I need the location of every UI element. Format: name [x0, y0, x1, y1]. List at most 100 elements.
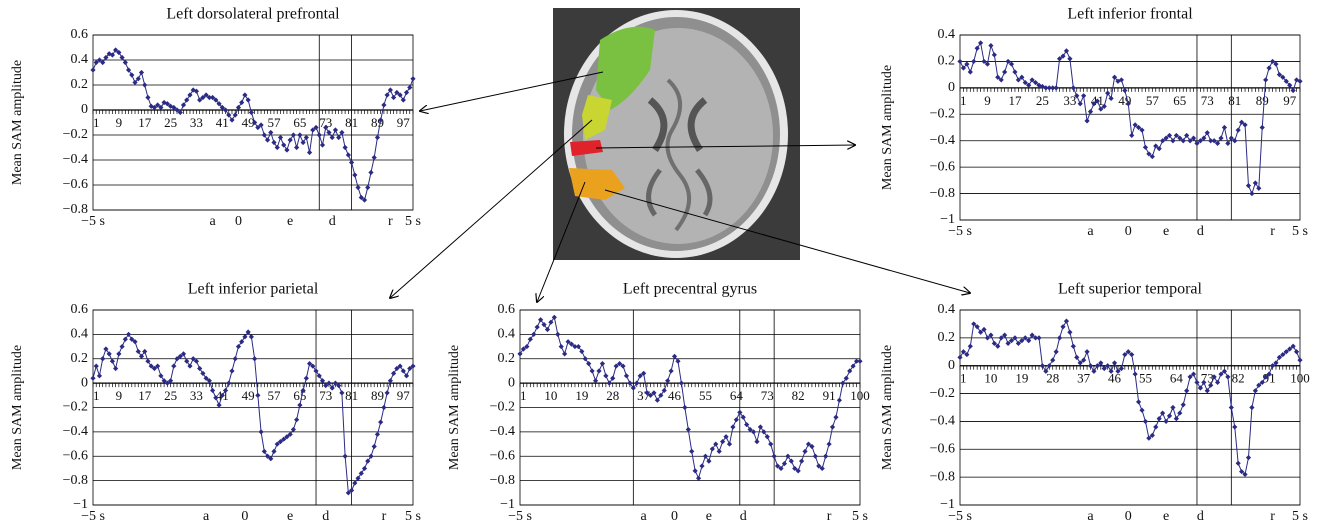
data-point — [349, 160, 354, 165]
data-point — [1064, 319, 1069, 324]
data-point — [1054, 85, 1059, 90]
data-point — [1143, 419, 1148, 424]
x-tick-label: 97 — [1283, 93, 1297, 108]
data-point — [1088, 109, 1093, 114]
y-tick-label: 0 — [948, 358, 955, 373]
data-point — [1174, 416, 1179, 421]
y-tick-label: 0.2 — [498, 351, 516, 366]
x-tick-label: 64 — [730, 388, 744, 403]
data-point — [388, 87, 393, 92]
data-point — [1143, 145, 1148, 150]
x-tick-label: 19 — [575, 388, 588, 403]
data-point — [1215, 380, 1220, 385]
data-point — [535, 324, 540, 329]
x-tick-label: 28 — [1046, 371, 1059, 386]
time-tick-label: 5 s — [405, 509, 421, 522]
x-tick-label: 41 — [216, 115, 229, 130]
data-point — [1266, 65, 1271, 70]
y-tick-label: −0.6 — [490, 448, 515, 463]
data-point — [754, 439, 759, 444]
y-tick-label: −0.8 — [930, 186, 955, 201]
y-tick-label: −0.2 — [490, 400, 515, 415]
data-point — [1133, 371, 1138, 376]
data-point — [297, 132, 302, 137]
data-point — [365, 459, 370, 464]
time-tick-label: r — [1270, 224, 1275, 239]
time-tick-label: e — [1163, 509, 1169, 522]
data-point — [665, 378, 670, 383]
data-point — [265, 137, 270, 142]
data-point — [1153, 424, 1158, 429]
data-point — [242, 334, 247, 339]
data-point — [197, 366, 202, 371]
x-tick-label: 82 — [1232, 371, 1245, 386]
data-point — [288, 137, 293, 142]
data-point — [142, 82, 147, 87]
time-tick-label: d — [740, 509, 747, 522]
data-point — [90, 376, 95, 381]
x-tick-label: 89 — [371, 388, 384, 403]
data-point — [139, 354, 144, 359]
data-point — [343, 454, 348, 459]
data-point — [1249, 191, 1254, 196]
time-tick-label: d — [322, 509, 329, 522]
data-point — [1047, 363, 1052, 368]
data-point — [275, 145, 280, 150]
data-point — [717, 449, 722, 454]
y-tick-label: 0.4 — [71, 52, 89, 67]
x-tick-label: 73 — [761, 388, 774, 403]
data-point — [624, 373, 629, 378]
y-tick-label: 0.2 — [938, 330, 956, 345]
data-point — [971, 59, 976, 64]
data-point — [339, 390, 344, 395]
data-point — [1249, 405, 1254, 410]
data-point — [375, 135, 380, 140]
data-point — [1091, 369, 1096, 374]
x-tick-label: 97 — [397, 115, 411, 130]
data-point — [281, 142, 286, 147]
data-point — [401, 368, 406, 373]
data-point — [1084, 349, 1089, 354]
time-tick-label: e — [1163, 224, 1169, 239]
data-point — [1229, 405, 1234, 410]
data-point — [1170, 138, 1175, 143]
data-point — [857, 359, 862, 364]
data-point — [1157, 416, 1162, 421]
data-point — [330, 135, 335, 140]
y-axis-label: Mean SAM amplitude — [880, 345, 895, 470]
data-point — [600, 361, 605, 366]
y-tick-label: 0.6 — [71, 27, 89, 42]
data-point — [830, 424, 835, 429]
y-tick-label: 0.2 — [938, 54, 956, 69]
data-point — [391, 95, 396, 100]
data-point — [355, 185, 360, 190]
data-point — [103, 346, 108, 351]
time-tick-label: 5 s — [405, 214, 421, 229]
data-point — [1256, 186, 1261, 191]
data-point — [826, 441, 831, 446]
data-point — [359, 471, 364, 476]
data-point — [404, 373, 409, 378]
data-point — [1181, 402, 1186, 407]
time-tick-label: d — [1197, 509, 1204, 522]
y-axis-label: Mean SAM amplitude — [447, 345, 462, 470]
time-tick-label: −5 s — [948, 224, 972, 239]
data-point — [313, 368, 318, 373]
x-tick-label: 10 — [984, 371, 997, 386]
data-point — [317, 373, 322, 378]
data-point — [1071, 344, 1076, 349]
time-tick-label: d — [1197, 224, 1204, 239]
data-point — [1084, 118, 1089, 123]
data-point — [562, 351, 567, 356]
data-point — [1050, 358, 1055, 363]
data-point — [1246, 183, 1251, 188]
x-tick-label: 9 — [116, 388, 123, 403]
data-point — [116, 351, 121, 356]
data-point — [326, 130, 331, 135]
y-tick-label: 0.6 — [498, 302, 516, 317]
brain-image — [553, 8, 800, 260]
data-point — [802, 449, 807, 454]
data-point — [200, 371, 205, 376]
data-point — [385, 390, 390, 395]
data-point — [113, 366, 118, 371]
